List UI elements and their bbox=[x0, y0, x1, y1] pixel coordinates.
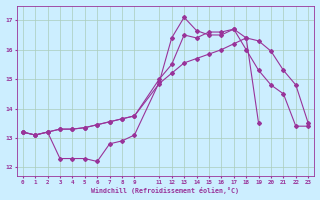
X-axis label: Windchill (Refroidissement éolien,°C): Windchill (Refroidissement éolien,°C) bbox=[92, 187, 239, 194]
